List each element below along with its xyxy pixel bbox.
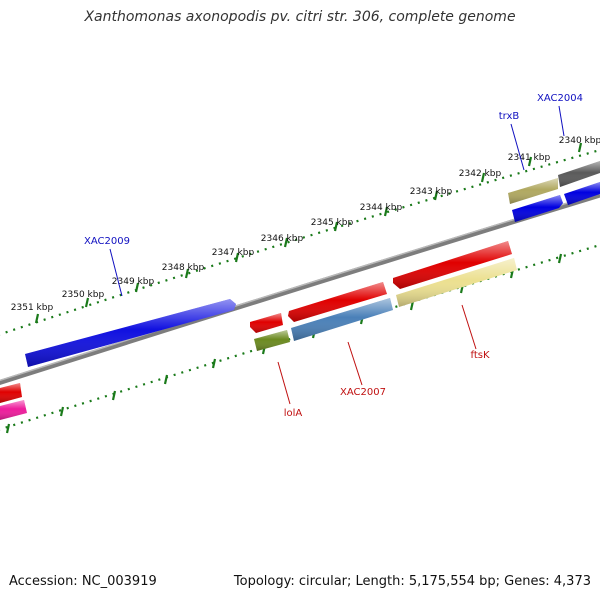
blue-gene-top-right-shading	[564, 182, 600, 205]
gene-label: lolA	[284, 408, 303, 419]
khaki-gene-ftsk-shading	[396, 258, 517, 307]
red-gene-xac2007-shading	[288, 282, 387, 322]
green-gene-lola-shading	[254, 330, 290, 351]
blue-gene-xac2009-shading	[25, 299, 236, 367]
tick-label: 2347 kbp	[212, 248, 255, 258]
tick-mark	[134, 282, 140, 293]
accession-text: Accession: NC_003919	[9, 574, 157, 589]
blue-gene-trxb-shading	[512, 195, 563, 222]
red-gene-left-edge-shading	[0, 383, 22, 403]
inner-tick-mark	[211, 358, 217, 369]
tick-mark	[234, 252, 240, 263]
tick-label: 2346 kbp	[261, 234, 304, 244]
tick-mark	[433, 190, 439, 201]
gene-label: XAC2004	[537, 93, 583, 104]
map-title: Xanthomonas axonopodis pv. citri str. 30…	[84, 9, 516, 25]
genome-summary-text: Topology: circular; Length: 5,175,554 bp…	[233, 574, 591, 589]
gene-label-connector	[277, 361, 291, 405]
gene-label-connector	[461, 304, 477, 350]
gene-label: XAC2009	[84, 236, 130, 247]
tick-mark	[383, 206, 389, 217]
tick-mark	[333, 221, 339, 232]
tick-mark	[527, 156, 533, 167]
genome-backbone	[0, 192, 600, 385]
tick-label: 2350 kbp	[62, 290, 105, 300]
gene-label: XAC2007	[340, 387, 386, 398]
red-gene-lola-shading	[250, 313, 283, 333]
pink-gene-left-edge-shading	[0, 400, 27, 420]
tick-mark	[184, 268, 190, 279]
outer-tick-ring	[0, 148, 600, 336]
tick-mark	[577, 142, 583, 153]
gene-label-connector	[558, 105, 565, 137]
tick-mark	[480, 172, 486, 183]
gene-label-connector	[510, 123, 525, 171]
inner-tick-mark	[557, 253, 563, 264]
gene-label: ftsK	[470, 350, 489, 361]
tick-label: 2349 kbp	[112, 277, 155, 287]
steelblue-gene-xac2007-shading	[291, 298, 393, 341]
tick-mark	[84, 297, 90, 308]
inner-tick-mark	[5, 423, 11, 434]
gene-label: trxB	[499, 111, 520, 122]
inner-tick-mark	[111, 390, 117, 401]
gene-label-connector	[109, 248, 123, 297]
tick-mark	[283, 237, 289, 248]
gene-label-connector	[347, 341, 363, 386]
tick-label: 2343 kbp	[410, 187, 453, 197]
inner-tick-mark	[59, 406, 65, 417]
inner-tick-ring	[0, 243, 600, 431]
inner-tick-mark	[163, 374, 169, 385]
olive-gene-trxb-shading	[508, 178, 558, 204]
tick-label: 2344 kbp	[360, 203, 403, 213]
dark-gray-gene-shading	[558, 161, 600, 187]
red-gene-ftsk-shading	[393, 241, 512, 289]
tick-label: 2348 kbp	[162, 263, 205, 273]
tick-label: 2341 kbp	[508, 153, 551, 163]
tick-label: 2342 kbp	[459, 169, 502, 179]
tick-label: 2340 kbp	[559, 136, 600, 146]
tick-label: 2351 kbp	[11, 303, 54, 313]
tick-label: 2345 kbp	[311, 218, 354, 228]
tick-mark	[34, 313, 40, 324]
